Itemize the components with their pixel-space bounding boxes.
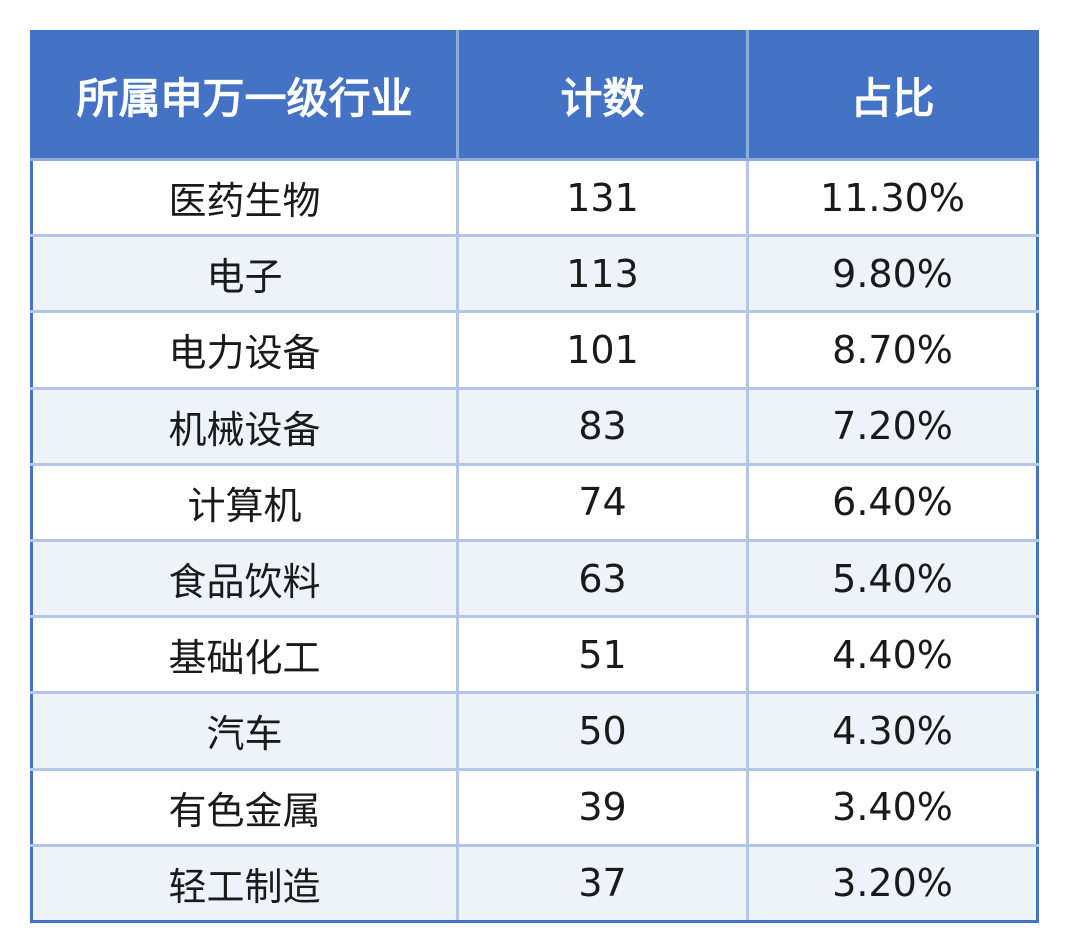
header-industry: 所属申万一级行业 [30,30,459,161]
cell-share: 11.30% [746,157,1039,238]
industry-table-container: 所属申万一级行业 计数 占比 医药生物 131 11.30% 电子 113 9.… [30,30,1039,923]
cell-industry: 电子 [30,234,459,314]
table-row: 计算机 74 6.40% [30,462,1039,542]
cell-industry: 食品饮料 [30,538,459,619]
industry-table: 所属申万一级行业 计数 占比 医药生物 131 11.30% 电子 113 9.… [30,30,1039,923]
cell-count: 131 [456,157,749,238]
cell-industry: 电力设备 [30,310,459,390]
cell-share: 6.40% [746,462,1039,542]
table-row: 基础化工 51 4.40% [30,615,1039,695]
cell-count: 50 [456,691,749,771]
cell-industry: 汽车 [30,691,459,771]
cell-share: 4.40% [746,615,1039,695]
cell-industry: 基础化工 [30,615,459,695]
cell-count: 63 [456,538,749,619]
cell-count: 37 [456,843,749,923]
cell-count: 101 [456,310,749,390]
table-row: 机械设备 83 7.20% [30,386,1039,466]
cell-share: 3.20% [746,843,1039,923]
cell-share: 5.40% [746,538,1039,619]
table-header: 所属申万一级行业 计数 占比 [30,30,1039,161]
cell-industry: 计算机 [30,462,459,542]
table-row: 食品饮料 63 5.40% [30,538,1039,619]
cell-share: 7.20% [746,386,1039,466]
cell-industry: 有色金属 [30,767,459,847]
header-count: 计数 [456,30,749,161]
cell-share: 4.30% [746,691,1039,771]
cell-count: 39 [456,767,749,847]
table-row: 有色金属 39 3.40% [30,767,1039,847]
table-row: 医药生物 131 11.30% [30,157,1039,238]
cell-count: 83 [456,386,749,466]
cell-count: 74 [456,462,749,542]
table-body: 医药生物 131 11.30% 电子 113 9.80% 电力设备 101 8.… [30,157,1039,923]
cell-share: 3.40% [746,767,1039,847]
cell-industry: 轻工制造 [30,843,459,923]
cell-count: 51 [456,615,749,695]
cell-share: 9.80% [746,234,1039,314]
table-row: 电力设备 101 8.70% [30,310,1039,390]
table-row: 轻工制造 37 3.20% [30,843,1039,923]
table-row: 汽车 50 4.30% [30,691,1039,771]
header-row: 所属申万一级行业 计数 占比 [30,30,1039,161]
table-row: 电子 113 9.80% [30,234,1039,314]
cell-count: 113 [456,234,749,314]
header-share: 占比 [746,30,1039,161]
cell-share: 8.70% [746,310,1039,390]
cell-industry: 医药生物 [30,157,459,238]
cell-industry: 机械设备 [30,386,459,466]
